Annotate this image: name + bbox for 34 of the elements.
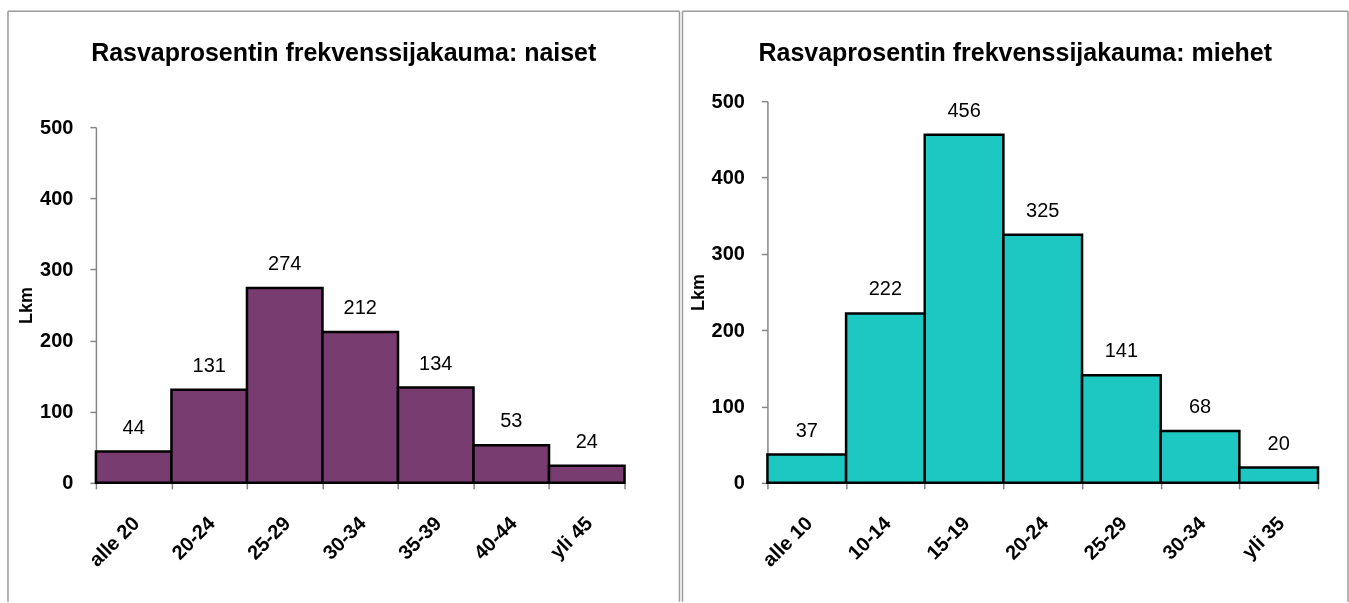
x-tick-label: alle 10 [757, 511, 817, 571]
y-tick-label: 400 [40, 186, 74, 209]
y-tick-label: 500 [40, 115, 74, 138]
x-tick-label: alle 20 [84, 511, 144, 571]
data-label: 24 [575, 429, 598, 452]
data-label: 274 [268, 251, 302, 274]
data-label: 212 [343, 296, 377, 319]
y-tick-label: 100 [40, 400, 74, 423]
y-tick-label: 0 [733, 471, 745, 494]
data-label: 456 [947, 98, 981, 121]
y-tick-label: 400 [711, 165, 745, 188]
y-tick-label: 200 [711, 318, 745, 341]
data-label: 68 [1188, 394, 1212, 417]
data-label: 131 [192, 353, 226, 376]
data-label: 141 [1104, 339, 1139, 362]
y-tick-label: 300 [40, 257, 74, 280]
y-tick-label: 100 [711, 395, 745, 418]
data-label: 134 [419, 351, 453, 374]
data-label: 44 [122, 415, 145, 438]
chart-title: Rasvaprosentin frekvenssijakauma: miehet [758, 38, 1273, 67]
y-tick-label: 300 [711, 242, 745, 265]
y-axis-title: Lkm [687, 274, 708, 311]
data-label: 20 [1267, 431, 1290, 454]
x-tick-label: yli 45 [545, 511, 597, 563]
data-label: 222 [868, 277, 903, 300]
y-tick-label: 0 [62, 471, 74, 494]
data-label: 325 [1026, 198, 1060, 221]
data-label: 53 [500, 409, 523, 432]
chart-title: Rasvaprosentin frekvenssijakauma: naiset [91, 38, 598, 67]
data-label: 37 [795, 418, 818, 441]
x-tick-label: yli 35 [1237, 511, 1289, 563]
y-tick-label: 500 [711, 89, 745, 112]
y-axis-title: Lkm [16, 287, 37, 324]
y-tick-label: 200 [40, 329, 74, 352]
